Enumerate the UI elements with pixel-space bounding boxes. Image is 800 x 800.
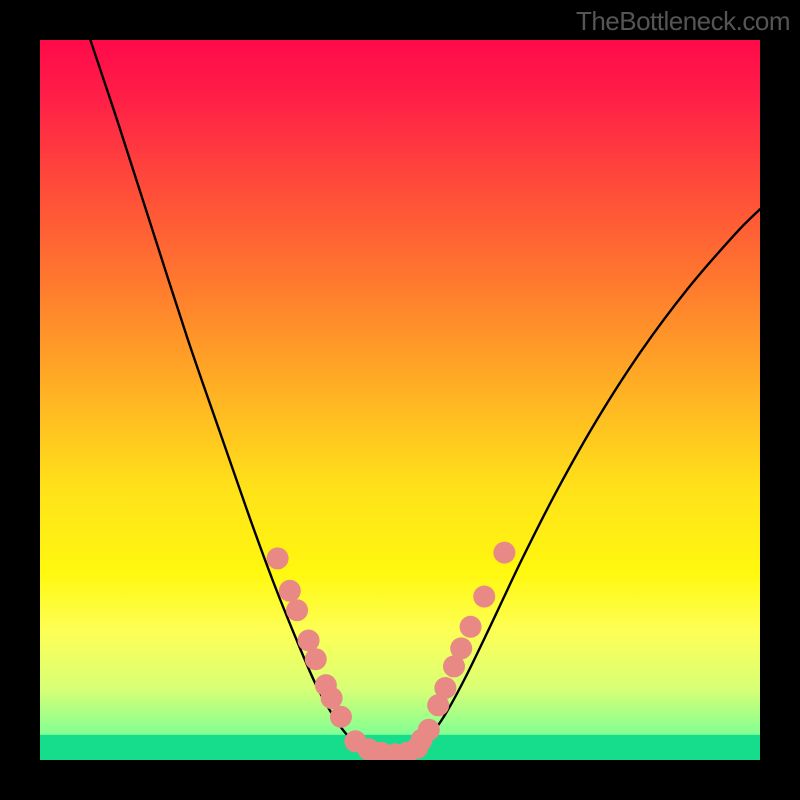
bottleneck-chart	[0, 0, 800, 800]
data-marker	[493, 542, 515, 564]
data-marker	[321, 687, 343, 709]
data-marker	[434, 677, 456, 699]
gradient-background	[40, 40, 760, 760]
data-marker	[460, 616, 482, 638]
data-marker	[286, 599, 308, 621]
data-marker	[305, 648, 327, 670]
data-marker	[473, 586, 495, 608]
watermark-text: TheBottleneck.com	[576, 6, 790, 37]
data-marker	[267, 547, 289, 569]
data-marker	[330, 706, 352, 728]
data-marker	[450, 637, 472, 659]
data-marker	[279, 580, 301, 602]
data-marker	[418, 719, 440, 741]
data-marker	[298, 629, 320, 651]
